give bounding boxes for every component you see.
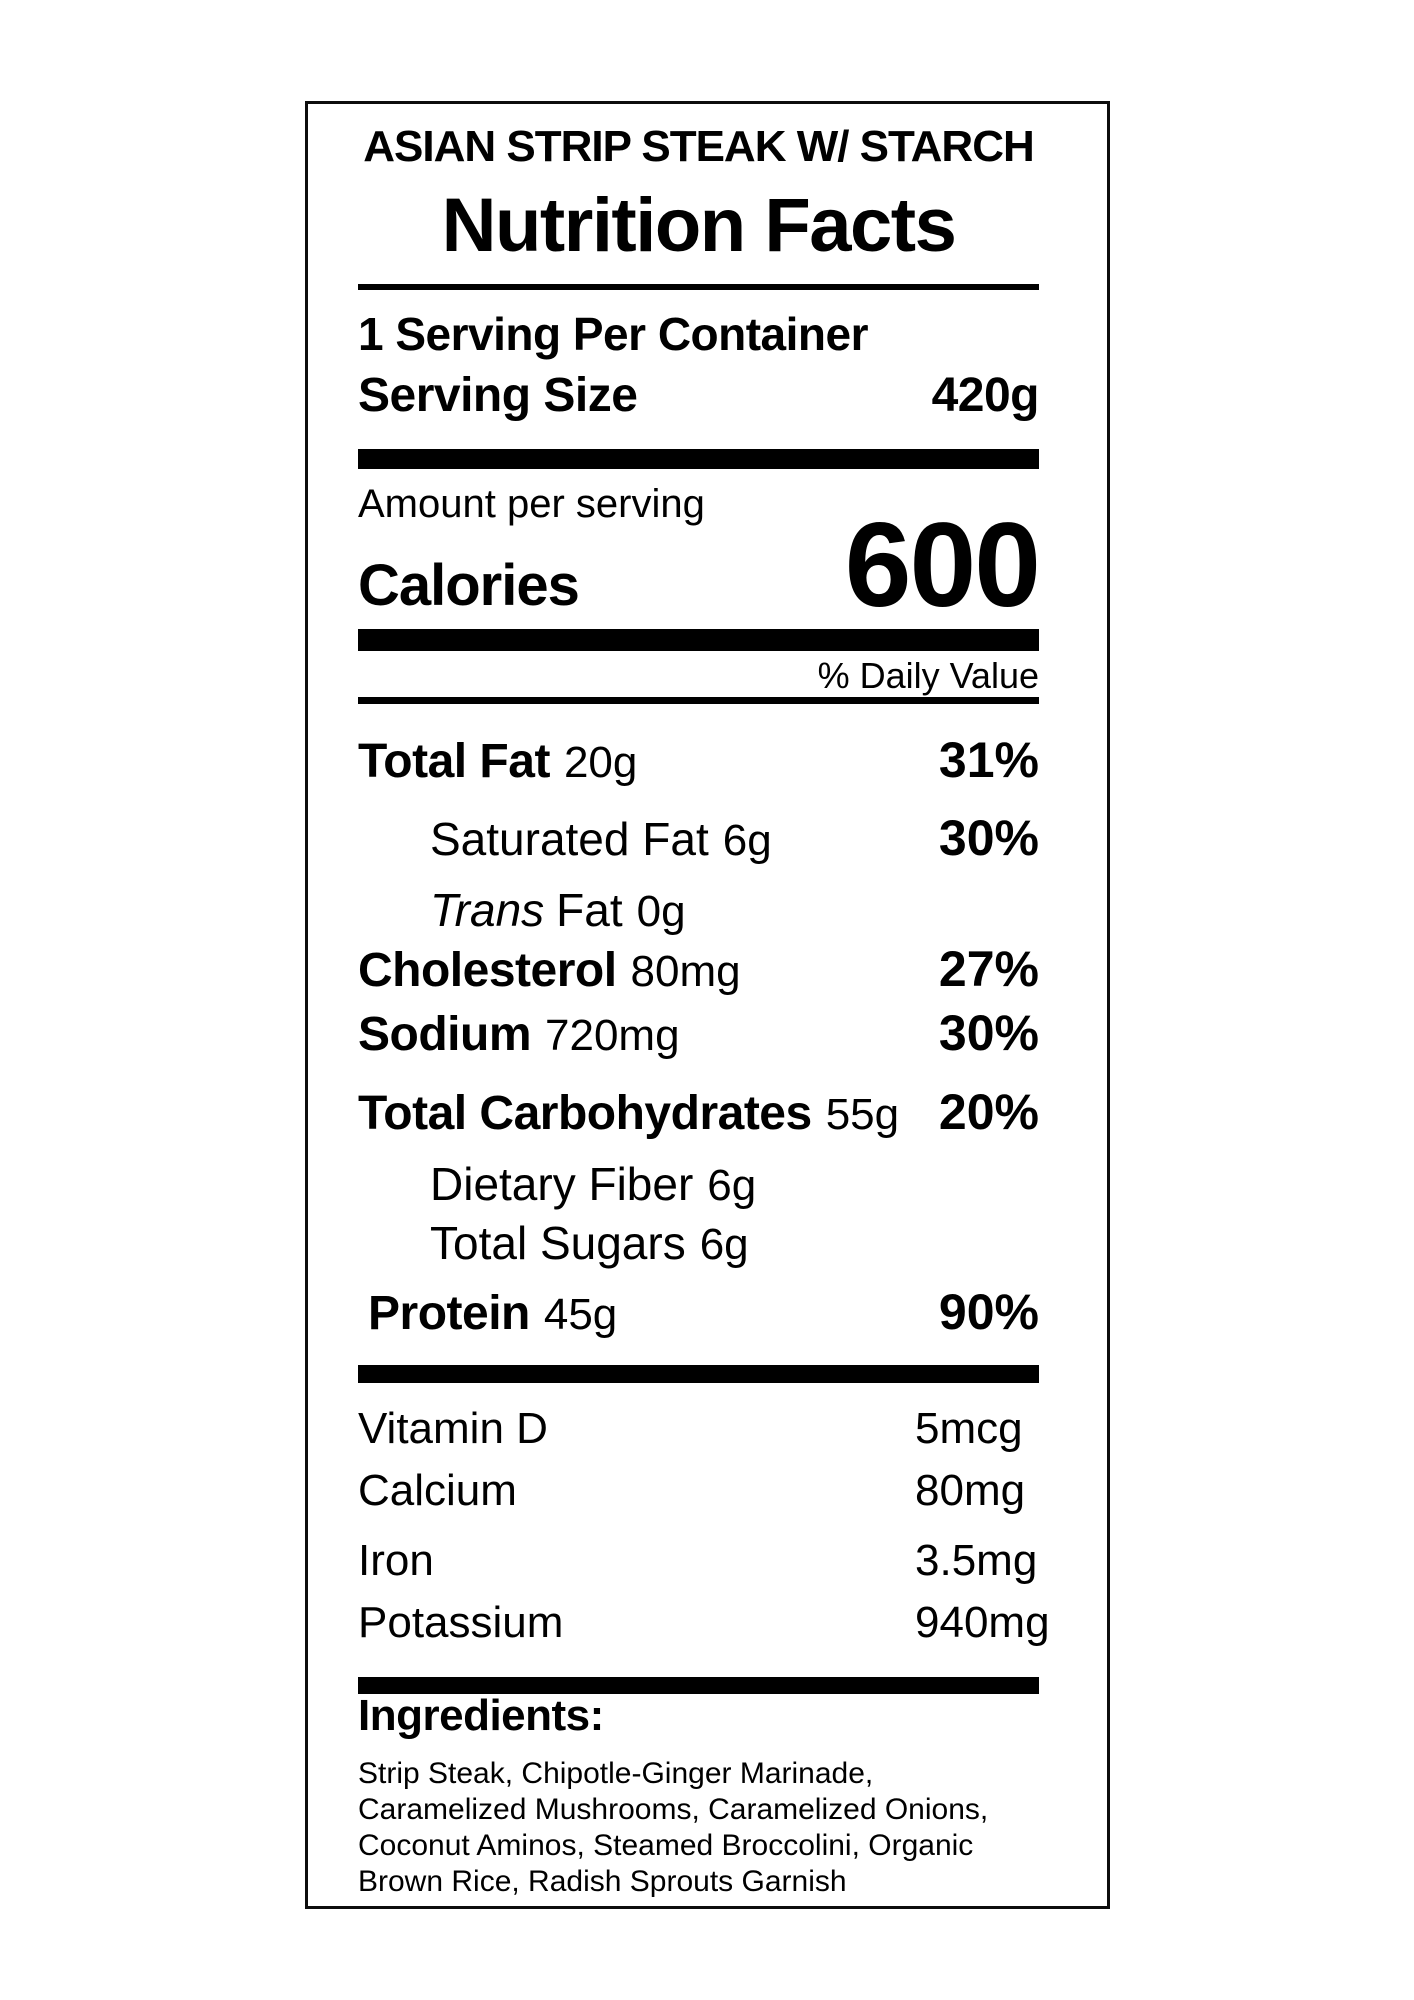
vitamin-row-calcium: Calcium 80mg (358, 1466, 1039, 1516)
nutrient-amount: 45g (543, 1290, 618, 1340)
vitamin-row-iron: Iron 3.5mg (358, 1538, 1039, 1584)
nutrient-name: Total Carbohydrates (358, 1086, 812, 1140)
amount-per-serving-label: Amount per serving (358, 482, 705, 527)
vitamin-row-potassium: Potassium 940mg (358, 1598, 1050, 1648)
nutrient-name-italic: Trans (430, 883, 545, 936)
nutrient-amount: 55g (825, 1089, 900, 1139)
nutrition-facts-label: ASIAN STRIP STEAK W/ STARCH Nutrition Fa… (305, 101, 1110, 1909)
servings-per-container: 1 Serving Per Container (358, 308, 869, 361)
nutrient-row-total-carbohydrates: Total Carbohydrates 55g 20% (358, 1086, 1039, 1139)
nutrient-daily-value: 90% (938, 1284, 1039, 1341)
nutrient-name: Total Sugars (430, 1217, 686, 1270)
serving-size-label: Serving Size (358, 368, 638, 422)
nutrient-amount: 0g (636, 886, 686, 936)
nutrient-daily-value: 27% (938, 940, 1039, 997)
nutrient-row-total-sugars: Total Sugars 6g (358, 1219, 1039, 1268)
vitamin-value: 3.5mg (915, 1536, 1038, 1586)
nutrient-row-saturated-fat: Saturated Fat 6g 30% (358, 812, 1039, 865)
nutrient-name: Saturated Fat (430, 813, 709, 866)
nutrient-daily-value: 30% (938, 1005, 1039, 1062)
nutrient-daily-value: 20% (938, 1083, 1039, 1140)
nutrient-amount: 6g (722, 816, 772, 866)
nutrient-amount: 6g (699, 1220, 749, 1270)
ingredients-text: Strip Steak, Chipotle-Ginger Marinade, C… (358, 1756, 989, 1898)
divider-rule-daily-value (358, 696, 1039, 704)
vitamin-row-vitamin-d: Vitamin D 5mcg (358, 1403, 1039, 1453)
serving-size-row: Serving Size 420g (358, 368, 1040, 422)
product-title: ASIAN STRIP STEAK W/ STARCH (363, 122, 1035, 171)
vitamin-value: 5mcg (915, 1403, 1023, 1453)
nutrient-name: Fat (556, 883, 623, 936)
nutrient-name: Dietary Fiber (430, 1158, 694, 1211)
nutrient-daily-value: 30% (938, 810, 1039, 867)
calories-row: Calories 600 (358, 505, 1041, 625)
vitamin-name: Vitamin D (358, 1403, 548, 1453)
vitamin-name: Potassium (358, 1598, 564, 1648)
nutrient-amount: 80mg (630, 946, 741, 996)
nutrient-amount: 20g (563, 737, 638, 787)
nutrient-row-cholesterol: Cholesterol 80mg 27% (358, 943, 1039, 996)
ingredients-heading: Ingredients: (358, 1690, 604, 1740)
nutrient-amount: 720mg (545, 1011, 680, 1061)
divider-rule-top (358, 284, 1039, 291)
nutrient-row-trans-fat: Trans Fat 0g (358, 883, 1039, 936)
nutrient-row-protein: Protein 45g 90% (358, 1286, 1039, 1339)
calories-value: 600 (844, 498, 1041, 633)
serving-size-value: 420g (931, 368, 1040, 422)
nutrient-row-total-fat: Total Fat 20g 31% (358, 734, 1039, 787)
thick-bar-serving (358, 449, 1039, 470)
thick-bar-calories (358, 629, 1039, 652)
nutrient-row-dietary-fiber: Dietary Fiber 6g (358, 1160, 1039, 1209)
vitamin-name: Calcium (358, 1466, 517, 1516)
nutrient-name: Protein (368, 1287, 530, 1341)
vitamin-value: 80mg (915, 1466, 1026, 1516)
nutrition-facts-heading: Nutrition Facts (441, 183, 957, 269)
vitamin-name: Iron (358, 1536, 434, 1586)
nutrient-name: Sodium (358, 1008, 532, 1062)
nutrient-daily-value: 31% (938, 731, 1039, 788)
vitamin-value: 940mg (915, 1598, 1050, 1648)
thick-bar-ingredients (358, 1676, 1039, 1694)
label-content: ASIAN STRIP STEAK W/ STARCH Nutrition Fa… (358, 122, 1050, 1900)
nutrient-name: Total Fat (358, 734, 550, 788)
calories-label: Calories (358, 553, 580, 619)
nutrient-row-sodium: Sodium 720mg 30% (358, 1007, 1039, 1060)
nutrient-name: Cholesterol (358, 943, 617, 997)
daily-value-header: % Daily Value (817, 655, 1039, 697)
nutrient-amount: 6g (707, 1161, 757, 1211)
thick-bar-protein (358, 1364, 1039, 1383)
